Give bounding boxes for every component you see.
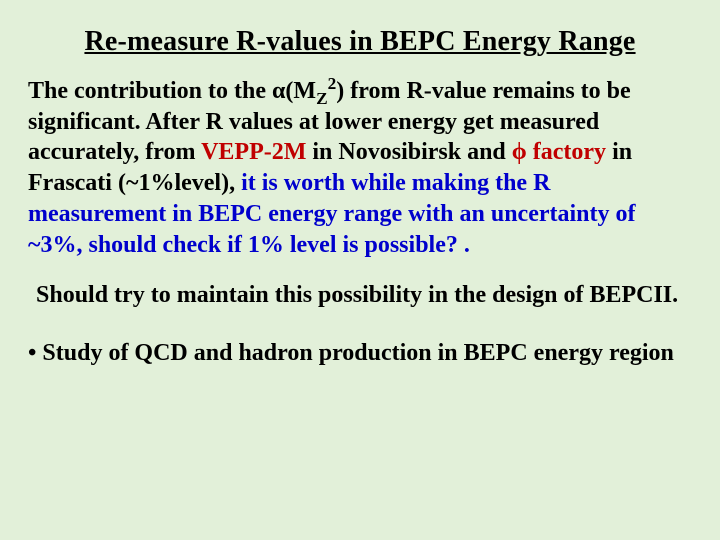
vepp-highlight: VEPP-2M xyxy=(201,139,306,165)
paragraph-1: The contribution to the α(MZ2) from R-va… xyxy=(28,76,692,260)
paragraph-2: Should try to maintain this possibility … xyxy=(28,280,692,311)
alpha-symbol: α xyxy=(272,78,285,104)
subscript-z: Z xyxy=(316,89,328,108)
p1-text-1: The contribution to the xyxy=(28,78,272,104)
phi-factory-highlight: factory xyxy=(527,139,606,165)
superscript-2: 2 xyxy=(328,74,337,93)
p1-text-1b: (M xyxy=(285,78,316,104)
slide-title: Re-measure R-values in BEPC Energy Range xyxy=(28,26,692,58)
p1-text-2: in Novosibirsk and xyxy=(306,139,511,165)
bullet-item: • Study of QCD and hadron production in … xyxy=(28,338,692,369)
phi-symbol: ϕ xyxy=(512,139,527,165)
